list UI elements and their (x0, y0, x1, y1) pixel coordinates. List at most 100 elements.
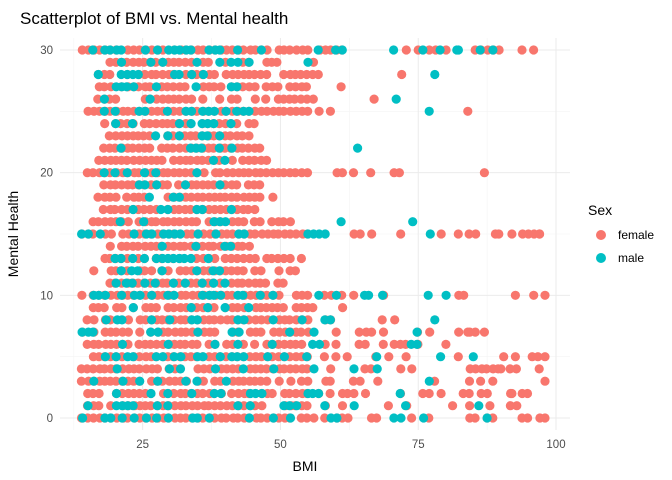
point-female (104, 131, 114, 141)
point-male (424, 106, 434, 116)
point-female (238, 266, 248, 276)
point-male (116, 266, 126, 276)
point-male (441, 290, 451, 300)
point-male (152, 45, 163, 55)
point-female (174, 217, 185, 227)
point-female (249, 155, 260, 165)
point-female (111, 192, 121, 202)
point-male (147, 290, 157, 300)
point-male (395, 388, 405, 399)
point-female (303, 376, 313, 386)
point-female (471, 229, 481, 239)
point-male (111, 388, 122, 399)
point-female (88, 364, 98, 374)
point-male (244, 303, 254, 313)
point-female (175, 143, 185, 153)
point-female (533, 352, 543, 362)
point-female (215, 168, 225, 178)
point-female (390, 315, 400, 325)
point-female (151, 69, 161, 80)
point-male (244, 413, 254, 423)
point-female (436, 229, 446, 239)
point-male (111, 278, 121, 288)
y-axis-title: Mental Health (5, 191, 21, 277)
x-tick-label: 100 (546, 439, 565, 451)
point-female (151, 303, 161, 313)
point-male (152, 413, 162, 423)
point-male (268, 290, 278, 300)
point-male (128, 204, 138, 215)
point-female (479, 327, 489, 337)
point-male (122, 168, 132, 178)
point-female (232, 253, 242, 264)
point-male (152, 180, 162, 190)
point-male (372, 352, 382, 362)
x-tick-label: 75 (412, 439, 425, 451)
point-male (174, 131, 184, 141)
point-male (156, 204, 166, 215)
point-female (367, 327, 377, 337)
point-female (274, 266, 284, 276)
point-female (93, 94, 103, 104)
point-female (181, 401, 191, 411)
point-male (214, 266, 225, 276)
point-male (239, 352, 249, 362)
point-female (534, 229, 545, 239)
point-female (260, 278, 271, 288)
point-female (237, 278, 247, 288)
point-female (290, 266, 300, 276)
point-female (325, 376, 335, 386)
point-male (303, 57, 313, 67)
point-female (157, 155, 167, 165)
point-male (99, 94, 109, 104)
point-male (99, 168, 109, 178)
point-female (301, 82, 311, 92)
point-female (82, 339, 92, 349)
point-female (284, 388, 294, 399)
point-female (111, 131, 121, 141)
point-female (540, 376, 550, 386)
point-male (419, 413, 429, 423)
point-female (488, 376, 498, 386)
y-tick-label: 30 (40, 45, 53, 57)
point-male (279, 352, 289, 362)
point-male (203, 253, 213, 264)
point-female (303, 45, 313, 55)
point-male (353, 143, 363, 153)
point-male (209, 278, 219, 288)
point-male (208, 266, 218, 276)
point-female (479, 168, 489, 178)
point-female (181, 413, 191, 423)
point-male (193, 229, 203, 239)
point-female (348, 376, 358, 386)
point-female (378, 327, 389, 337)
point-male (221, 376, 231, 386)
point-male (197, 204, 207, 215)
point-male (197, 278, 207, 288)
point-female (203, 57, 213, 67)
axis-ticks: 25 50 75 100 0 10 20 30 (40, 45, 565, 451)
point-female (243, 143, 253, 153)
point-male (424, 376, 434, 386)
point-male (175, 364, 186, 374)
point-male (233, 401, 243, 411)
point-female (529, 290, 539, 300)
point-male (186, 253, 196, 264)
point-female (88, 168, 98, 178)
point-female (117, 303, 127, 313)
point-male (216, 388, 226, 399)
point-female (250, 94, 260, 104)
point-female (401, 45, 411, 55)
point-male (245, 401, 255, 411)
point-female (272, 57, 282, 67)
point-female (209, 82, 219, 92)
point-female (140, 266, 150, 276)
point-female (290, 94, 300, 104)
point-female (257, 401, 267, 411)
point-female (384, 352, 394, 362)
point-male (106, 413, 116, 423)
point-female (296, 253, 306, 264)
point-male (174, 69, 184, 80)
point-male (198, 352, 208, 362)
point-female (540, 413, 550, 423)
